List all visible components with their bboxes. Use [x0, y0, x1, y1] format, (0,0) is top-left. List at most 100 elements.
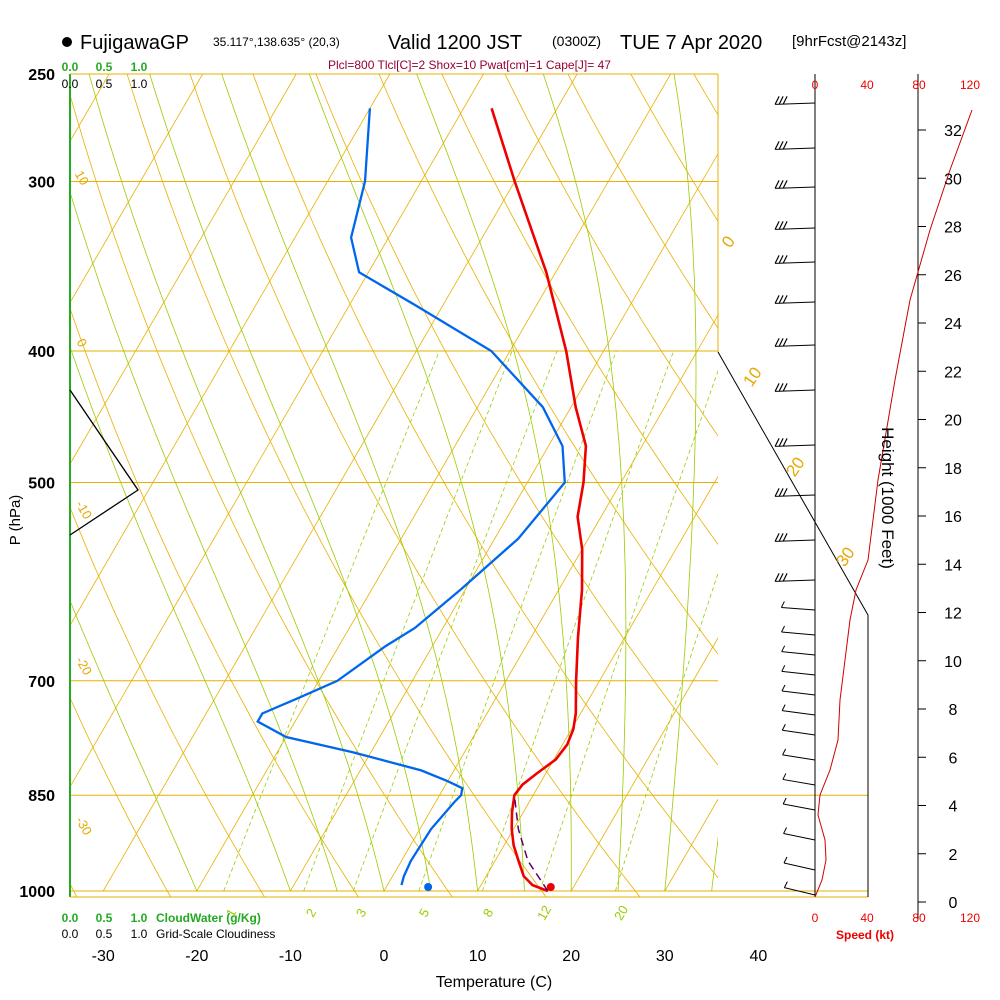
wind-barb-flag	[778, 383, 784, 392]
wind-barb	[775, 579, 816, 582]
moist-adiabat-line	[308, 74, 525, 892]
dry-adiabat-line	[504, 74, 718, 437]
height-tick-label: 22	[944, 364, 962, 381]
height-tick-label: 16	[944, 509, 962, 526]
wind-barb	[781, 690, 816, 696]
wind-barb	[783, 803, 816, 811]
wind-speed-tick-top: 0	[812, 78, 819, 92]
dry-adiabat-line	[189, 74, 641, 897]
wind-speed-tick-top: 80	[912, 78, 926, 92]
dry-adiabat-label: 0	[74, 336, 91, 350]
cloudiness-tick-bottom: 1.0	[131, 927, 148, 941]
isotherm-line	[70, 74, 204, 304]
wind-barb	[781, 651, 816, 656]
wind-barb-flag	[774, 295, 780, 304]
pressure-tick-label: 250	[28, 67, 55, 84]
wind-barb-flag	[774, 141, 780, 150]
wind-barb-flag	[782, 488, 788, 497]
wind-barb-flag	[781, 625, 785, 633]
height-tick-label: 28	[944, 220, 962, 237]
wind-barb-flag	[774, 96, 780, 105]
parcel-path-line	[513, 795, 549, 892]
wind-barb-flag	[778, 533, 784, 542]
station-name: FujigawaGP	[80, 32, 189, 54]
surface-temperature-point	[546, 883, 555, 891]
cloudiness-tick-top: 1.0	[131, 77, 148, 91]
dry-adiabat-label: 20	[782, 454, 808, 480]
wind-barb-flag	[781, 684, 786, 692]
height-tick-label: 0	[949, 895, 958, 912]
dry-adiabat-label: -30	[73, 814, 95, 838]
x-axis-label: Temperature (C)	[436, 974, 552, 991]
moist-adiabat-line	[70, 345, 291, 892]
dry-adiabat-line	[70, 93, 453, 897]
sounding-profiles	[256, 107, 588, 893]
temperature-tick-label: 0	[380, 948, 389, 965]
mixing-ratio-line	[303, 350, 513, 892]
dry-adiabat-line	[252, 74, 718, 879]
dewpoint-line	[256, 108, 566, 886]
cloud-water-tick-top: 1.0	[131, 60, 148, 74]
dry-adiabat-label: -20	[73, 654, 95, 678]
wind-barb-flag	[782, 573, 788, 582]
wind-speed-label: Speed (kt)	[836, 928, 894, 942]
wind-barb	[775, 227, 816, 230]
cloudiness-label: Grid-Scale Cloudiness	[156, 927, 275, 941]
stability-indices: Plcl=800 Tlcl[C]=2 Shox=10 Pwat[cm]=1 Ca…	[328, 58, 611, 72]
wind-speed-tick-bottom: 0	[812, 911, 819, 925]
wind-barb-flag	[778, 338, 784, 347]
wind-barb-flag	[782, 255, 788, 264]
wind-barb	[775, 389, 816, 392]
height-tick-label: 26	[944, 268, 962, 285]
height-tick-label: 14	[944, 557, 962, 574]
wind-barb-flag	[778, 96, 784, 105]
cloud-water-tick-bottom: 0.0	[62, 911, 79, 925]
y-axis-label: P (hPa)	[7, 495, 24, 546]
isotherm-line	[570, 637, 718, 892]
wind-barb	[782, 729, 816, 736]
header: FujigawaGP 35.117°,138.635° (20,3) Valid…	[62, 32, 906, 72]
mixing-ratio-line	[223, 350, 440, 892]
isotherm-line	[477, 475, 718, 892]
wind-barb	[781, 670, 816, 676]
moist-adiabat-grid	[70, 74, 718, 892]
wind-barb-flag	[778, 221, 784, 230]
dry-adiabat-line	[567, 74, 718, 329]
temperature-tick-label: 30	[656, 948, 674, 965]
wind-speed-tick-bottom: 80	[912, 911, 926, 925]
height-tick-label: 24	[944, 316, 962, 333]
cloud-water-tick-top: 0.5	[96, 60, 113, 74]
surface-dewpoint-point	[424, 883, 433, 891]
height-tick-label: 12	[944, 606, 962, 623]
isotherm-grid	[70, 74, 718, 892]
pressure-tick-label: 1000	[19, 884, 55, 901]
temperature-line	[490, 107, 588, 893]
wind-barb-flag	[782, 96, 788, 105]
cloud-water-tick-bottom: 0.5	[96, 911, 113, 925]
dry-adiabat-label: 10	[739, 364, 765, 390]
cloudiness-tick-bottom: 0.5	[96, 927, 113, 941]
wind-barb	[781, 606, 816, 611]
dry-adiabat-line	[315, 74, 718, 766]
height-tick-label: 6	[949, 750, 958, 767]
wind-barb-flag	[783, 881, 788, 888]
wind-barb	[775, 344, 816, 347]
wind-speed-tick-top: 40	[860, 78, 874, 92]
forecast-date: TUE 7 Apr 2020	[620, 32, 762, 54]
cloud-water-tick-top: 0.0	[62, 60, 79, 74]
wind-barb-flag	[781, 665, 786, 672]
wind-barb-flag	[778, 295, 784, 304]
wind-barb-flag	[778, 438, 784, 447]
wind-barb	[782, 754, 816, 761]
wind-barb	[782, 778, 816, 786]
wind-barb-flag	[782, 773, 787, 780]
dry-adiabat-label: -10	[73, 498, 95, 522]
wind-barb-flag	[781, 704, 786, 711]
dry-adiabat-line	[126, 74, 547, 897]
y2-axis-label: Height (1000 Feet)	[878, 427, 897, 569]
mixing-ratio-label: 20	[611, 903, 631, 923]
dry-adiabat-line	[441, 74, 718, 546]
cloudiness-tick-bottom: 0.0	[62, 927, 79, 941]
